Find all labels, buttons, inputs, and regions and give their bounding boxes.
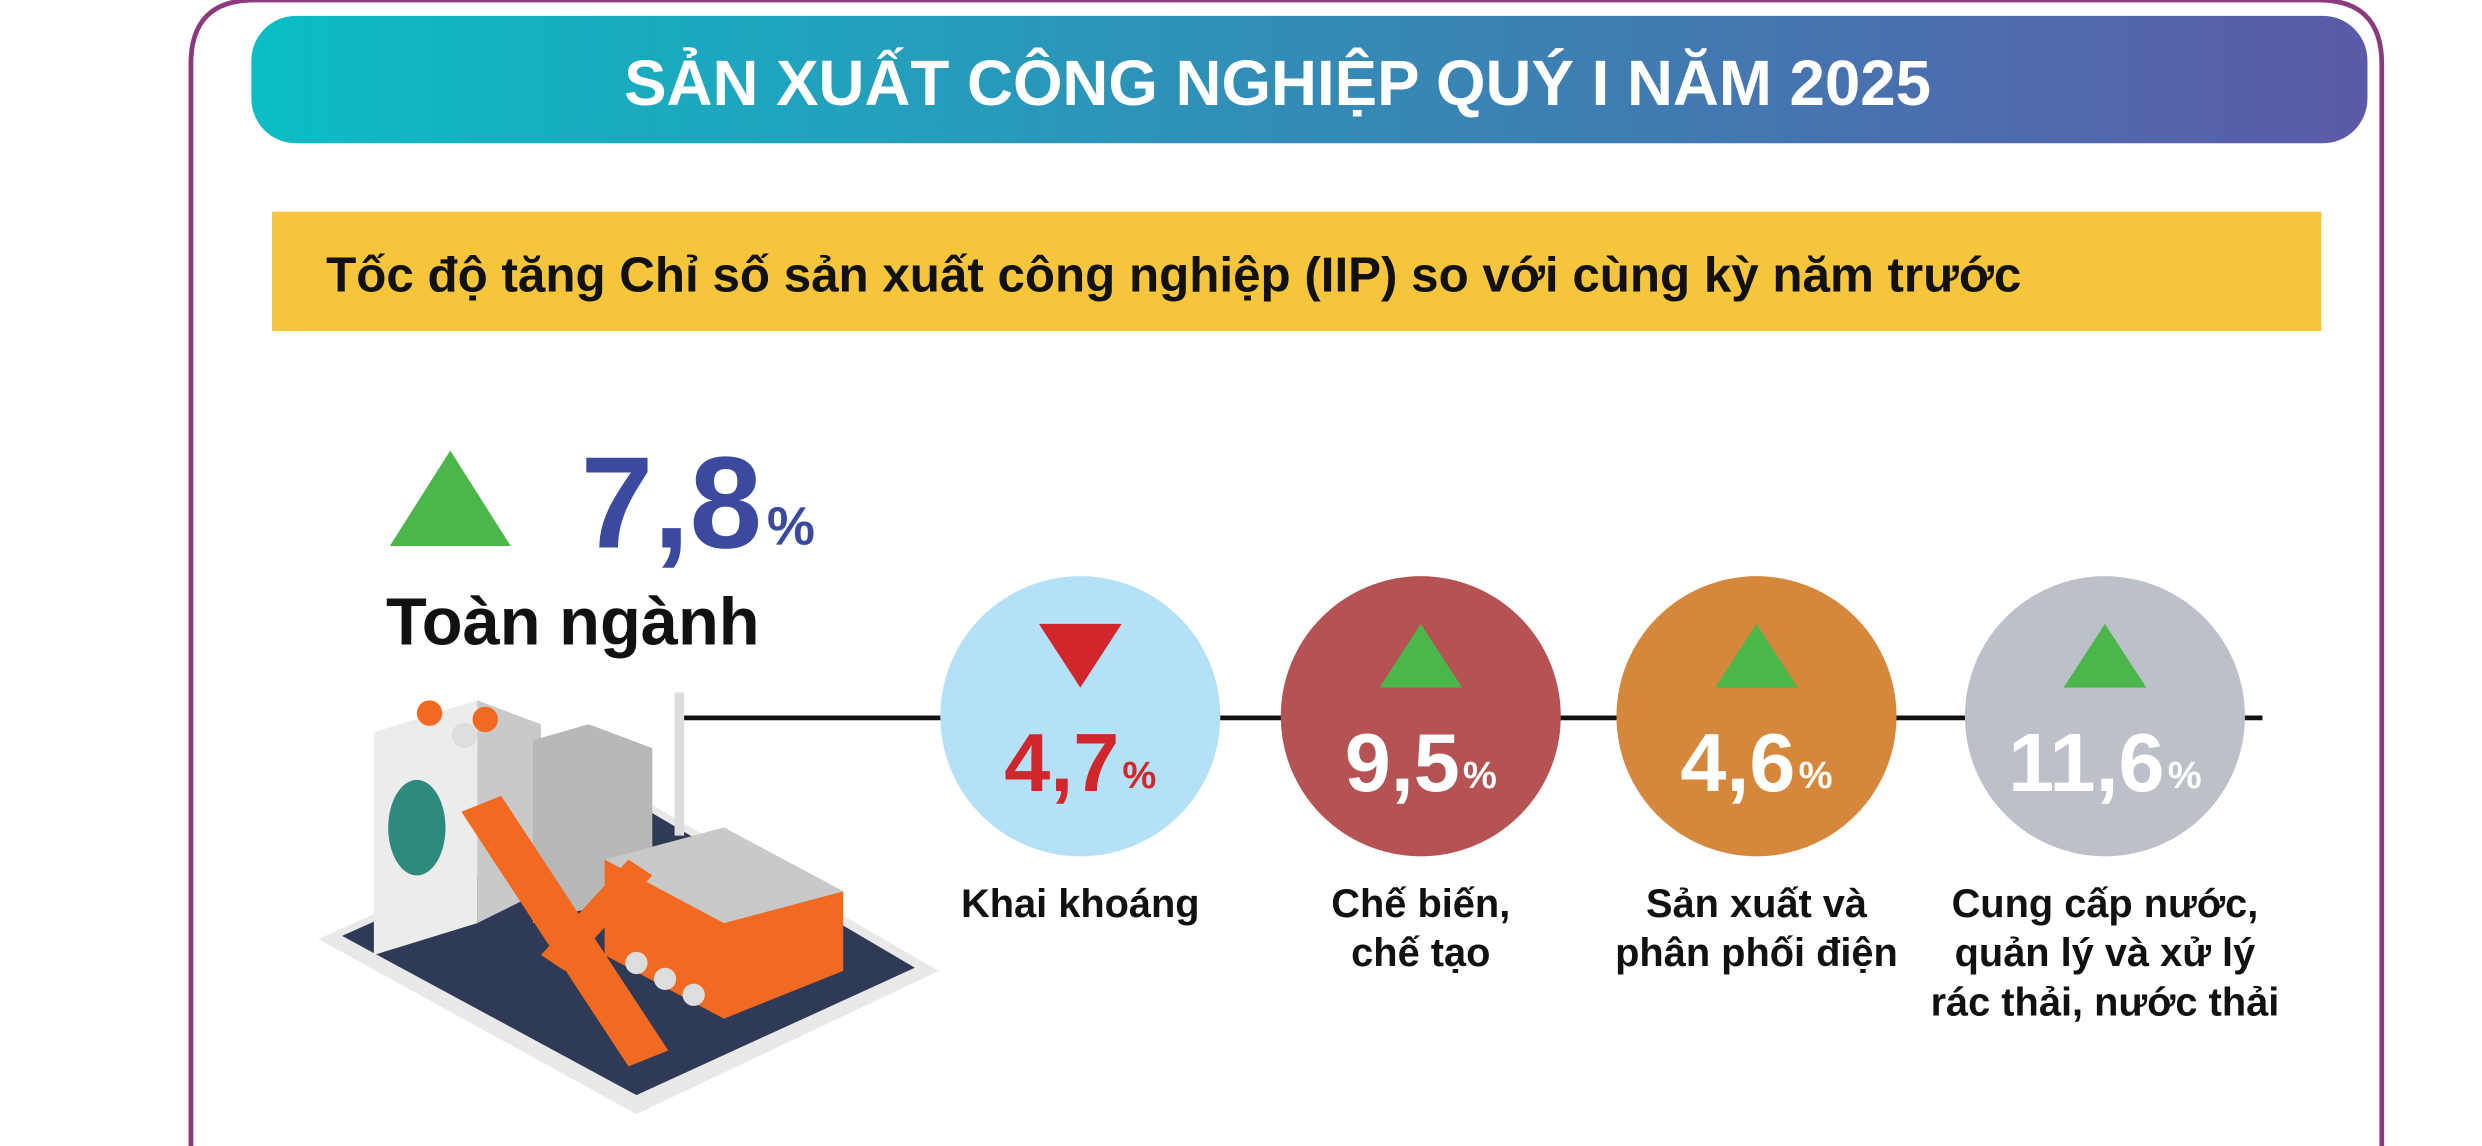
sector-circle — [1964, 576, 2245, 857]
title: SẢN XUẤT CÔNG NGHIỆP QUÝ I NĂM 2025 — [624, 48, 1931, 119]
sector-circle — [1616, 576, 1897, 857]
sector-circle — [1280, 576, 1561, 857]
subtitle-band — [272, 211, 2322, 332]
sector-value: 4,7 — [1004, 716, 1119, 809]
sector-value: 4,6 — [1680, 716, 1795, 809]
sector-value: 11,6 — [2008, 716, 2164, 809]
frame — [188, 0, 2385, 1146]
factory-illustration — [318, 692, 939, 1115]
sector-value: 9,5 — [1345, 716, 1460, 809]
title-banner — [251, 15, 2368, 144]
subtitle: Tốc độ tăng Chỉ số sản xuất công nghiệp … — [326, 247, 2021, 302]
sector-unit: % — [1122, 754, 1156, 797]
total-unit: % — [767, 496, 815, 556]
sector-arrow — [1038, 623, 1122, 688]
total-value: 7,8 — [581, 430, 762, 576]
sector-label: Sản xuất và — [1646, 882, 1868, 926]
sector-label: Cung cấp nước, — [1952, 882, 2259, 926]
sector-label: phân phối điện — [1615, 931, 1898, 975]
sector-label: quản lý và xử lý — [1955, 931, 2256, 975]
sector-label: rác thải, nước thải — [1931, 980, 2280, 1024]
sector-label: Khai khoáng — [961, 882, 1200, 926]
sector-unit: % — [1799, 754, 1833, 797]
sector-circle — [940, 576, 1221, 857]
sector-unit: % — [1463, 754, 1497, 797]
sector-arrow — [1379, 623, 1463, 688]
sector-arrow — [2063, 623, 2147, 688]
total-arrow — [389, 450, 511, 546]
sector-arrow — [1715, 623, 1798, 688]
sector-label: chế tạo — [1351, 931, 1490, 975]
sector-label: Chế biến, — [1331, 882, 1510, 926]
sector-unit: % — [2168, 754, 2202, 797]
total-block: 7,8 % Toàn ngành — [386, 430, 815, 660]
total-label: Toàn ngành — [386, 586, 760, 660]
